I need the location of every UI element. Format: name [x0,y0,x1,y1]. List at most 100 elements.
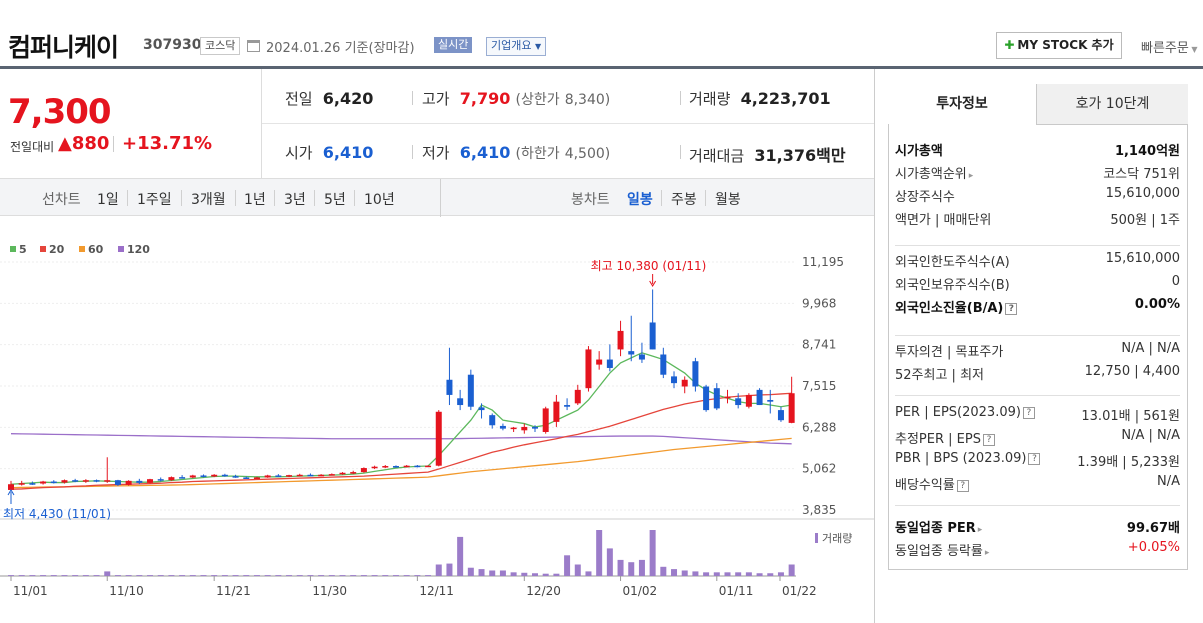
volume-bar [125,575,132,576]
volume-legend-swatch [815,533,818,543]
stock-name: 컴퍼니케이 [8,33,119,62]
candle-body [136,480,143,483]
tab-hoga[interactable]: 호가 10단계 [1037,84,1188,125]
candle-body [724,396,731,399]
company-info-dropdown[interactable]: 기업개요 ▼ [486,37,547,56]
period-10y[interactable]: 10년 [364,192,395,208]
high-value: 7,790 [459,89,511,108]
help-icon[interactable]: ? [956,480,969,492]
prev-value: 6,420 [322,89,374,108]
x-tick-label: 01/11 [719,584,754,598]
candle-weekly[interactable]: 주봉 [671,192,697,208]
volume-bar [40,575,47,576]
volume-bar [638,559,645,576]
plus-icon: ✚ [1004,38,1015,52]
info-row: 시가총액순위 ▸ 코스닥 751위 [895,163,1180,183]
period-1y[interactable]: 1년 [244,192,266,208]
y-tick-label: 8,741 [802,338,836,352]
period-3m[interactable]: 3개월 [191,192,226,208]
info-value: 15,610,000 [1105,251,1180,266]
info-value: N/A [1157,474,1180,489]
info-key[interactable]: 동일업종 등락률 ▸ [895,544,990,559]
divider [412,91,413,105]
divider [235,190,236,206]
candle-body [692,361,699,387]
volume-bar [435,564,442,576]
x-tick-label: 11/01 [13,584,48,598]
min-annotation: 최저 4,430 (11/01) [3,507,111,521]
candle-monthly[interactable]: 월봉 [715,192,741,208]
help-icon[interactable]: ? [1022,407,1035,419]
volume-bar [724,572,731,576]
info-key: PER | EPS(2023.09)? [895,405,1035,420]
info-key: 추정PER | EPS? [895,428,995,447]
lower-limit-label: (하한가 [515,146,560,162]
add-mystock-button[interactable]: ✚ MY STOCK 추가 [996,32,1122,59]
volume-bar [286,575,293,576]
mystock-label: MY STOCK 추가 [1017,38,1114,52]
volume-bar [703,572,710,576]
divider [412,145,413,159]
volume-bar [532,573,538,576]
volume-value: 4,223,701 [740,89,831,108]
calendar-icon [247,40,260,52]
help-icon[interactable]: ? [1005,303,1018,315]
period-5y[interactable]: 5년 [324,192,346,208]
low-label: 저가 [422,144,450,162]
period-3y[interactable]: 3년 [284,192,306,208]
legend-ma60: 60 [79,243,103,256]
volume-label: 거래량 [822,532,852,545]
candle-body [403,465,410,468]
help-icon[interactable]: ? [982,434,995,446]
y-tick-label: 3,835 [802,503,836,517]
volume-bar [211,575,218,576]
candle-daily[interactable]: 일봉 [627,192,653,208]
volume-bar [596,530,603,576]
info-box [888,124,1188,570]
legend-swatch [79,246,85,252]
divider [661,190,662,206]
info-key: 외국인보유주식수(B) [895,278,1010,293]
candle-body [253,477,260,479]
legend-swatch [10,246,16,252]
info-key[interactable]: 동일업종 PER ▸ [895,521,983,536]
info-key[interactable]: 시가총액순위 ▸ [895,167,974,182]
volume-bar [104,571,111,576]
candle-body [457,398,464,406]
min-arrow-head [7,489,15,496]
info-key: 상장주식수 [895,190,955,205]
volume-bar [72,575,79,576]
candle-body [211,474,218,477]
price-chart[interactable]: 11,195 9,968 8,741 7,515 6,288 5,062 3,835 11/0… [0,250,874,623]
candle-body [713,388,720,409]
candle-chart-label[interactable]: 봉차트 [571,192,610,208]
period-1d[interactable]: 1일 [97,192,119,208]
info-key: PBR | BPS (2023.09)? [895,451,1041,466]
volume-bar [478,569,485,576]
period-1w[interactable]: 1주일 [137,192,172,208]
y-tick-label: 6,288 [802,420,836,434]
divider [440,179,441,217]
quote-prev: 전일 6,420 [285,88,373,109]
volume-bar [82,575,89,576]
volume-bar [243,575,250,576]
volume-bar [788,564,795,576]
candle-body [50,481,57,484]
line-chart-label[interactable]: 선차트 [42,192,81,208]
info-value: 1.39배 | 5,233원 [1077,455,1180,470]
help-icon[interactable]: ? [1028,453,1041,465]
quick-order-button[interactable]: 빠른주문 ▼ [1141,37,1198,56]
tab-invest-info[interactable]: 투자정보 [888,84,1037,125]
realtime-button[interactable]: 실시간 [434,37,473,53]
legend-label: 5 [19,243,27,256]
volume-bar [318,575,325,576]
volume-bar [392,575,399,576]
volume-bar [189,575,196,576]
volume-bar [232,575,239,576]
candle-body [681,379,688,387]
info-row: 52주최고 | 최저 12,750 | 4,400 [895,364,1180,384]
volume-bar [8,575,14,576]
open-value: 6,410 [322,143,374,162]
legend-swatch [118,246,124,252]
change-amount: 880 [71,133,110,154]
